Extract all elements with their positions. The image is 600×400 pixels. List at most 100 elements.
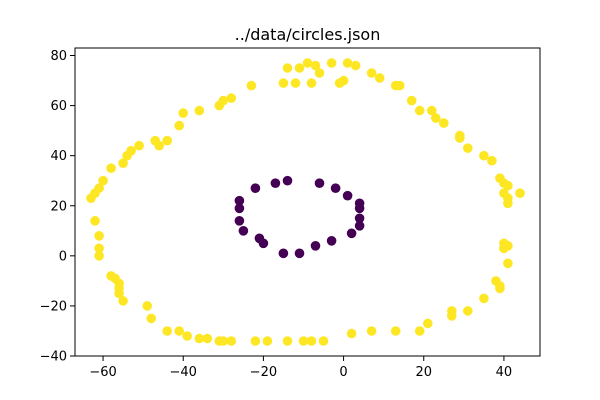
inner-circle-point [234,216,245,226]
outer-circle-point [282,336,293,346]
outer-circle-point [282,63,293,73]
inner-circle-point [294,248,305,259]
inner-circle-point [342,190,353,201]
inner-circle-point [234,203,245,214]
outer-circle-point [294,63,305,73]
outer-circle-point [262,336,273,346]
inner-circle-point [346,228,357,239]
points-layer [86,58,525,346]
outer-circle-point [503,258,513,269]
x-tick-label: 0 [339,365,347,380]
outer-circle-point [414,326,425,336]
outer-circle-point [250,336,261,346]
outer-circle-point [366,326,377,336]
x-tick-label: 20 [415,365,432,380]
outer-circle-point [499,243,509,254]
outer-circle-point [414,105,425,116]
outer-circle-point [178,108,188,118]
outer-circle-point [174,120,184,131]
outer-circle-point [278,78,289,88]
y-tick-label: 80 [50,49,67,64]
outer-circle-point [318,336,329,346]
inner-circle-point [278,248,289,259]
inner-circle-point [250,183,261,193]
outer-circle-point [126,145,136,156]
inner-circle-point [238,226,249,236]
outer-circle-point [290,78,301,88]
outer-circle-point [463,306,473,316]
outer-circle-point [346,328,357,339]
outer-circle-point [463,143,473,153]
outer-circle-point [439,118,449,128]
outer-circle-point [334,78,345,88]
inner-circle-point [314,178,325,188]
inner-circle-point [354,213,365,224]
outer-circle-point [503,180,513,191]
outer-circle-point [118,296,128,306]
outer-circle-point [214,336,225,346]
outer-circle-point [154,140,164,151]
outer-circle-point [106,163,116,173]
outer-circle-point [182,331,192,341]
outer-circle-point [503,198,513,209]
inner-circle-point [310,241,321,251]
outer-circle-point [194,105,205,116]
outer-circle-point [226,336,237,346]
outer-circle-point [423,318,433,329]
outer-circle-point [306,78,317,88]
y-tick-label: 60 [50,99,67,114]
outer-circle-point [431,113,441,123]
outer-circle-point [218,95,229,106]
outer-circle-point [162,135,172,146]
outer-circle-point [90,216,100,226]
y-tick-label: −40 [40,350,67,365]
outer-circle-point [146,313,156,324]
outer-circle-point [366,68,377,78]
outer-circle-point [447,311,457,321]
outer-circle-point [306,336,317,346]
outer-circle-point [310,60,321,71]
y-axis: −40 −20 0 20 40 60 80 [40,49,75,365]
chart-title: ../data/circles.json [235,25,381,44]
outer-circle-point [342,58,353,68]
outer-circle-point [487,155,497,166]
inner-circle-point [258,238,269,249]
x-tick-label: 40 [496,365,513,380]
outer-circle-point [479,150,489,161]
outer-circle-point [162,326,172,336]
outer-circle-point [194,333,205,344]
inner-circle-point [270,178,281,188]
outer-circle-point [94,231,104,241]
outer-circle-point [326,58,337,68]
outer-circle-point [302,58,313,68]
outer-circle-point [94,183,104,193]
outer-circle-point [314,68,325,78]
inner-circle-point [330,183,341,193]
y-tick-label: 20 [50,199,67,214]
outer-circle-point [174,326,184,336]
outer-circle-point [142,301,152,311]
inner-circle-point [326,236,337,246]
y-tick-label: 0 [59,249,67,264]
x-tick-label: −60 [89,365,116,380]
axes-frame [74,47,541,357]
outer-circle-point [94,251,104,261]
outer-circle-point [406,95,417,106]
outer-circle-point [479,293,489,304]
outer-circle-point [350,60,361,71]
outer-circle-point [98,175,108,186]
outer-circle-point [390,326,401,336]
outer-circle-point [374,73,385,83]
outer-circle-point [118,158,128,168]
x-tick-label: −40 [170,365,197,380]
outer-circle-point [495,283,505,294]
outer-circle-point [134,140,144,151]
outer-circle-point [394,80,405,91]
y-tick-label: −20 [40,299,67,314]
outer-circle-point [298,336,309,346]
outer-circle-point [515,188,525,198]
outer-circle-point [106,271,116,281]
y-tick-label: 40 [50,149,67,164]
